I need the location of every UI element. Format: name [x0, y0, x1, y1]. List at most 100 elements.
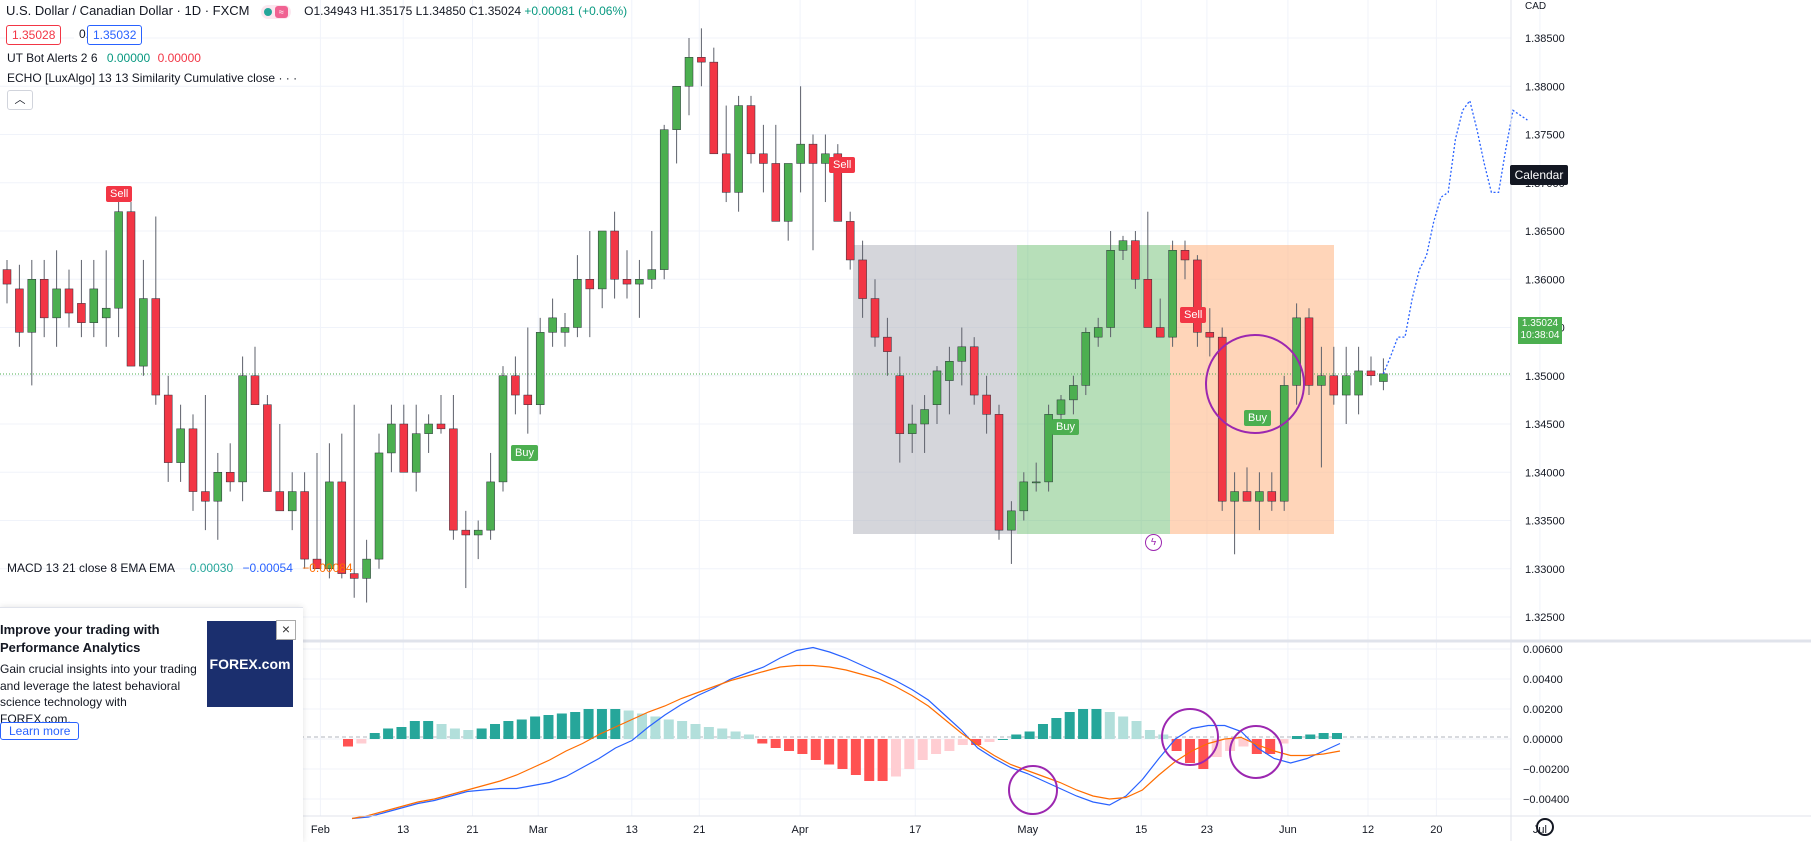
histogram-bar — [1118, 716, 1129, 739]
histogram-bar — [703, 727, 714, 739]
candle-body — [1354, 370, 1363, 396]
macd-axis-label: −0.00400 — [1523, 794, 1569, 806]
macd-axis-label: −0.00200 — [1523, 764, 1569, 776]
candle-body — [808, 143, 818, 164]
candle-body — [635, 279, 644, 285]
price-axis-label: 1.38500 — [1525, 33, 1565, 45]
buy-signal-label: Buy — [1244, 410, 1271, 426]
candle-body — [759, 153, 768, 164]
histogram-bar — [1051, 718, 1062, 739]
price-axis-label: 1.34500 — [1525, 419, 1565, 431]
histogram-bar — [1265, 739, 1276, 754]
price-axis-label: 1.35000 — [1525, 371, 1565, 383]
candle-body — [325, 481, 334, 569]
symbol-title[interactable]: U.S. Dollar / Canadian Dollar · 1D · FXC… — [6, 3, 250, 18]
learn-more-button[interactable]: Learn more — [0, 722, 80, 740]
market-status-badge[interactable]: ≈ — [260, 4, 291, 19]
histogram-bar — [570, 712, 581, 739]
echo-forecast-line — [1382, 99, 1528, 375]
ut-bot-legend[interactable]: UT Bot Alerts 2 6 0.00000 0.00000 — [7, 51, 201, 65]
candle-body — [1081, 332, 1091, 386]
price-axis-label: 1.33000 — [1525, 564, 1565, 576]
candle-body — [1069, 385, 1078, 401]
histogram-bar — [637, 713, 648, 739]
candle-body — [783, 163, 793, 222]
time-axis-label: Jun — [1279, 824, 1297, 836]
bid-price[interactable]: 1.35028 — [6, 25, 62, 45]
histogram-bar — [770, 739, 781, 748]
candle-body — [263, 404, 272, 492]
candle-body — [1242, 491, 1252, 502]
candle-body — [139, 298, 148, 367]
gear-icon[interactable] — [1536, 818, 1554, 836]
histogram-bar — [797, 739, 808, 754]
ut-bot-value-2: 0.00000 — [157, 51, 201, 65]
lightning-icon[interactable]: ϟ — [1145, 534, 1162, 551]
candle-body — [486, 481, 495, 531]
price-axis-label: 1.32500 — [1525, 612, 1565, 624]
histogram-bar — [610, 709, 621, 739]
candle-body — [1279, 385, 1289, 502]
current-price: 1.35024 — [1521, 318, 1559, 329]
chevron-up-icon[interactable]: ︿ — [7, 90, 33, 110]
macd-axis-label: 0.00000 — [1523, 734, 1563, 746]
candle-body — [436, 423, 446, 430]
candle-body — [1106, 250, 1115, 328]
candle-body — [920, 409, 929, 425]
histogram-bar — [1332, 733, 1342, 739]
candle-body — [126, 211, 136, 367]
histogram-bar — [1318, 733, 1329, 739]
candle-body — [399, 423, 409, 473]
histogram-bar — [730, 731, 741, 739]
candle-body — [969, 346, 979, 396]
candle-body — [982, 394, 991, 415]
candle-body — [52, 288, 61, 319]
candle-body — [424, 423, 433, 434]
candle-body — [349, 573, 359, 579]
calendar-button[interactable]: Calendar — [1510, 165, 1568, 185]
histogram-bar — [583, 709, 594, 739]
close-icon[interactable]: × — [276, 620, 296, 640]
histogram-bar — [369, 733, 380, 739]
candle-body — [473, 529, 483, 536]
macd-axis-label: 0.00600 — [1523, 644, 1563, 656]
price-axis-label: 1.34000 — [1525, 467, 1565, 479]
bar-countdown: 10:38:04 — [1520, 330, 1560, 341]
echo-legend[interactable]: ECHO [LuxAlgo] 13 13 Similarity Cumulati… — [7, 71, 298, 85]
candle-body — [697, 57, 706, 63]
ask-price[interactable]: 1.35032 — [87, 25, 143, 45]
candle-body — [684, 57, 694, 87]
candle-body — [907, 423, 917, 434]
candle-body — [176, 428, 185, 463]
time-axis-label: 13 — [397, 824, 409, 836]
promo-body: Gain crucial insights into your trading … — [0, 662, 197, 726]
histogram-bar — [931, 739, 942, 754]
time-axis-label: 12 — [1362, 824, 1374, 836]
open-value: O1.34943 — [304, 4, 357, 18]
macd-axis-label: 0.00200 — [1523, 704, 1563, 716]
macd-axis-label: 0.00400 — [1523, 674, 1563, 686]
candle-body — [858, 259, 867, 299]
candle-body — [560, 327, 570, 333]
candle-body — [796, 143, 805, 164]
histogram-bar — [944, 739, 955, 751]
time-axis-label: 13 — [626, 824, 638, 836]
histogram-bar — [717, 728, 728, 739]
macd-legend[interactable]: MACD 13 21 close 8 EMA EMA 0.00030 −0.00… — [7, 561, 353, 575]
candle-body — [300, 491, 309, 560]
candle-body — [188, 428, 198, 492]
histogram-bar — [1104, 712, 1115, 739]
candle-body — [1131, 240, 1140, 280]
histogram-bar — [984, 739, 995, 742]
macd-value-3: −0.00084 — [302, 561, 353, 575]
time-axis-label: Mar — [529, 824, 548, 836]
candle-body — [1267, 491, 1277, 502]
candle-body — [535, 332, 545, 405]
candle-body — [275, 491, 285, 512]
candle-body — [2, 269, 12, 285]
currency-label[interactable]: CAD — [1525, 1, 1547, 12]
candle-body — [250, 375, 260, 405]
candle-body — [945, 361, 954, 381]
candle-body — [1366, 370, 1376, 376]
